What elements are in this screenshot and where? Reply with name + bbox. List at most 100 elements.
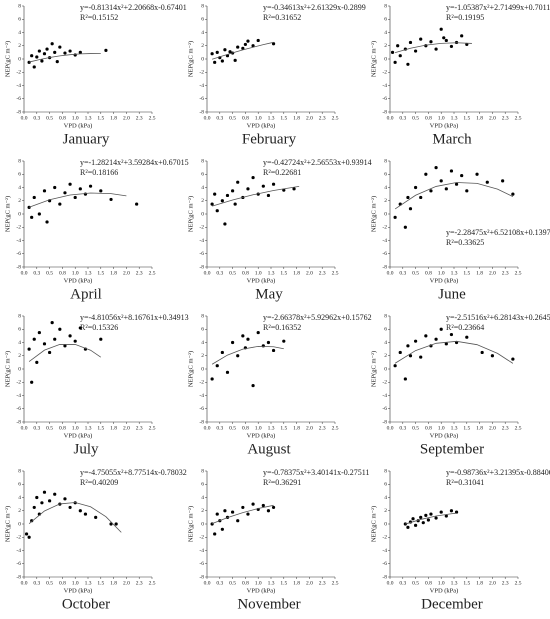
data-point xyxy=(236,180,240,184)
data-point xyxy=(68,505,72,510)
data-point xyxy=(104,48,108,52)
data-point xyxy=(94,515,98,519)
y-tick-label: -2 xyxy=(16,535,21,541)
data-point xyxy=(434,166,438,170)
y-tick-label: 8 xyxy=(18,313,21,319)
x-tick-label: 0.0 xyxy=(21,115,28,121)
y-axis-label: NEP(gC m⁻²) xyxy=(370,351,377,387)
data-point xyxy=(414,185,418,190)
y-tick-label: 2 xyxy=(201,508,204,514)
data-point xyxy=(32,195,36,200)
data-point xyxy=(454,182,459,186)
data-point xyxy=(42,342,47,346)
y-tick-label: -8 xyxy=(199,574,204,580)
data-point xyxy=(225,370,230,374)
x-tick-label: 2.5 xyxy=(149,115,156,121)
data-point xyxy=(32,65,36,69)
y-axis-label: NEP(gC m⁻²) xyxy=(4,41,11,77)
data-point xyxy=(109,197,113,202)
data-point xyxy=(40,59,44,63)
r-squared: R²=0.33625 xyxy=(446,238,484,247)
x-tick-label: 2.5 xyxy=(515,580,522,586)
x-tick-label: 0.8 xyxy=(59,115,66,121)
data-point xyxy=(246,337,250,341)
data-point xyxy=(271,42,276,46)
x-tick-label: 0.0 xyxy=(21,580,28,586)
x-tick-label: 0.5 xyxy=(229,580,236,586)
fit-equation: y=-2.51516x²+6.28143x+0.26455 xyxy=(446,313,550,322)
x-tick-label: 2.3 xyxy=(319,270,326,276)
y-tick-label: -6 xyxy=(382,561,387,567)
data-point xyxy=(35,55,39,59)
data-point xyxy=(231,189,235,193)
x-tick-label: 0.8 xyxy=(425,115,432,121)
data-point xyxy=(73,195,77,200)
x-tick-label: 0.5 xyxy=(412,270,419,276)
y-tick-label: 0 xyxy=(18,366,21,372)
fit-curve xyxy=(28,344,102,362)
x-tick-label: 0.3 xyxy=(33,270,40,276)
data-point xyxy=(236,45,240,49)
x-tick-label: 0.5 xyxy=(46,425,53,431)
data-point xyxy=(68,49,72,53)
data-point xyxy=(231,510,235,514)
x-tick-label: 2.3 xyxy=(136,115,143,121)
x-tick-label: 0.3 xyxy=(399,425,406,431)
data-point xyxy=(406,525,410,529)
x-tick-label: 0.8 xyxy=(242,270,249,276)
y-tick-label: 0 xyxy=(384,366,387,372)
data-point xyxy=(408,40,413,45)
y-tick-label: -8 xyxy=(16,264,21,270)
data-point xyxy=(42,189,47,193)
y-tick-label: 0 xyxy=(18,211,21,217)
y-tick-label: 6 xyxy=(201,172,204,178)
data-point xyxy=(256,330,260,335)
x-axis-label: VPD (kPa) xyxy=(247,122,276,129)
y-tick-label: -8 xyxy=(16,419,21,425)
x-tick-label: 1.5 xyxy=(280,115,287,121)
x-tick-label: 0.3 xyxy=(399,115,406,121)
data-point xyxy=(429,40,433,44)
x-axis-label: VPD (kPa) xyxy=(430,587,459,594)
x-tick-label: 0.0 xyxy=(21,425,28,431)
data-point xyxy=(261,344,265,348)
data-point xyxy=(261,503,265,508)
x-tick-label: 0.5 xyxy=(46,270,53,276)
x-tick-label: 1.3 xyxy=(85,115,92,121)
data-point xyxy=(78,509,82,513)
y-tick-label: 2 xyxy=(384,43,387,49)
x-tick-label: 1.0 xyxy=(438,425,445,431)
y-tick-label: -6 xyxy=(382,96,387,102)
y-tick-label: 4 xyxy=(384,495,387,501)
y-axis-label: NEP(gC m⁻²) xyxy=(4,351,11,387)
x-tick-label: 1.5 xyxy=(280,580,287,586)
data-point xyxy=(42,490,47,494)
y-tick-label: 6 xyxy=(384,482,387,488)
x-tick-label: 0.0 xyxy=(204,270,211,276)
x-tick-label: 0.5 xyxy=(46,580,53,586)
data-point xyxy=(30,215,34,219)
data-point xyxy=(419,195,423,200)
data-point xyxy=(99,189,103,193)
x-tick-label: 0.5 xyxy=(412,580,419,586)
x-tick-label: 1.0 xyxy=(72,270,79,276)
x-tick-label: 1.8 xyxy=(110,270,117,276)
x-tick-label: 1.8 xyxy=(476,270,483,276)
data-point xyxy=(449,509,454,513)
x-tick-label: 0.8 xyxy=(242,115,249,121)
r-squared: R²=0.22681 xyxy=(263,168,301,177)
y-tick-label: 8 xyxy=(18,158,21,164)
y-axis-label: NEP(gC m⁻²) xyxy=(187,351,194,387)
fit-equation: y=-0.42724x²+2.56553x+0.93914 xyxy=(263,158,372,167)
x-tick-label: 2.0 xyxy=(306,270,313,276)
y-tick-label: 8 xyxy=(201,3,204,9)
x-tick-label: 2.5 xyxy=(332,270,339,276)
y-tick-label: 8 xyxy=(201,468,204,474)
data-point xyxy=(403,225,407,229)
y-tick-label: 0 xyxy=(201,366,204,372)
y-tick-label: -8 xyxy=(199,109,204,115)
data-point xyxy=(228,50,232,54)
data-point xyxy=(220,199,224,203)
y-tick-label: -8 xyxy=(382,109,387,115)
